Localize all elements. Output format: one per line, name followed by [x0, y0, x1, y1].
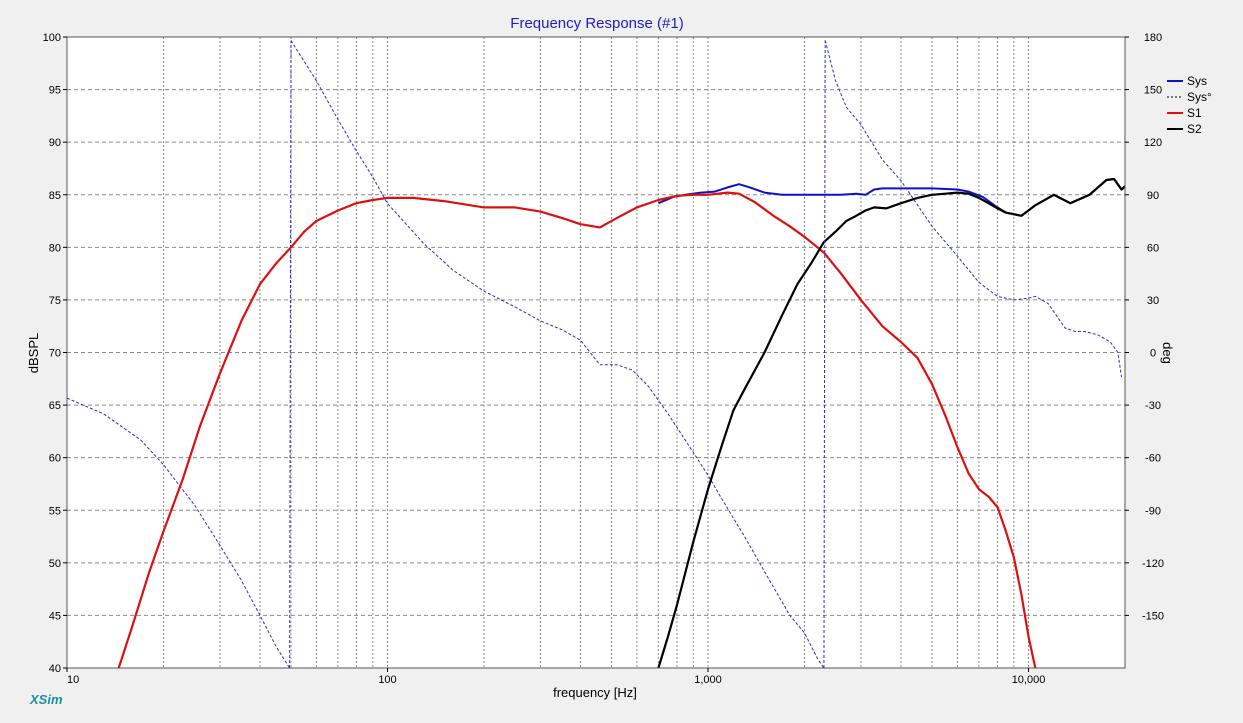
- series-line-s2: [657, 177, 1125, 668]
- legend-label-sys-phase: Sys°: [1187, 90, 1212, 104]
- y-tick-label: 50: [49, 558, 61, 570]
- y-tick-label: 60: [49, 453, 61, 465]
- chart-title: Frequency Response (#1): [510, 15, 683, 32]
- y2-tick-label: 90: [1147, 190, 1159, 202]
- x-tick-label: 10: [67, 674, 79, 686]
- x-tick-label: 100: [378, 674, 396, 686]
- legend-label-sys: Sys: [1187, 74, 1207, 88]
- phase-wrap-line: [289, 40, 292, 669]
- y2-tick-label: -120: [1142, 558, 1164, 570]
- y-tick-label: 40: [49, 663, 61, 675]
- y-tick-label: 100: [43, 32, 61, 44]
- y2-tick-label: 60: [1147, 242, 1159, 254]
- y2-tick-label: -150: [1142, 610, 1164, 622]
- x-tick-label: 1,000: [694, 674, 722, 686]
- y-tick-label: 75: [49, 295, 61, 307]
- y-tick-label: 45: [49, 610, 61, 622]
- x-tick-label: 10,000: [1012, 674, 1046, 686]
- series-line-sys-phase: [67, 397, 291, 668]
- y-tick-label: 80: [49, 242, 61, 254]
- grid: [67, 37, 1125, 668]
- axes: 1009590858075706560555045401801501209060…: [43, 32, 1164, 686]
- y2-tick-label: 0: [1150, 348, 1156, 360]
- y-tick-label: 90: [49, 137, 61, 149]
- series-layer: [67, 40, 1125, 669]
- phase-wrap-line: [823, 40, 826, 669]
- series-line-s1: [117, 191, 1037, 668]
- brand-logo-text: XSim: [29, 692, 63, 707]
- y2-tick-label: -60: [1145, 453, 1161, 465]
- y-tick-label: 85: [49, 190, 61, 202]
- legend-label-s1: S1: [1187, 106, 1202, 120]
- x-axis-label: frequency [Hz]: [553, 685, 637, 700]
- y-tick-label: 65: [49, 400, 61, 412]
- legend-label-s2: S2: [1187, 122, 1202, 136]
- y2-tick-label: 30: [1147, 295, 1159, 307]
- y2-tick-label: 150: [1144, 85, 1162, 97]
- y2-axis-label: deg: [1160, 342, 1175, 364]
- series-line-sys-phase: [290, 40, 825, 668]
- y2-tick-label: 180: [1144, 32, 1162, 44]
- y2-tick-label: -30: [1145, 400, 1161, 412]
- series-line-sys-phase: [824, 40, 1122, 378]
- y2-tick-label: -90: [1145, 505, 1161, 517]
- y-tick-label: 70: [49, 348, 61, 360]
- y-tick-label: 95: [49, 85, 61, 97]
- y2-tick-label: 120: [1144, 137, 1162, 149]
- y-tick-label: 55: [49, 505, 61, 517]
- y-axis-label: dBSPL: [26, 333, 41, 373]
- legend: Sys Sys° S1 S2: [1167, 74, 1212, 136]
